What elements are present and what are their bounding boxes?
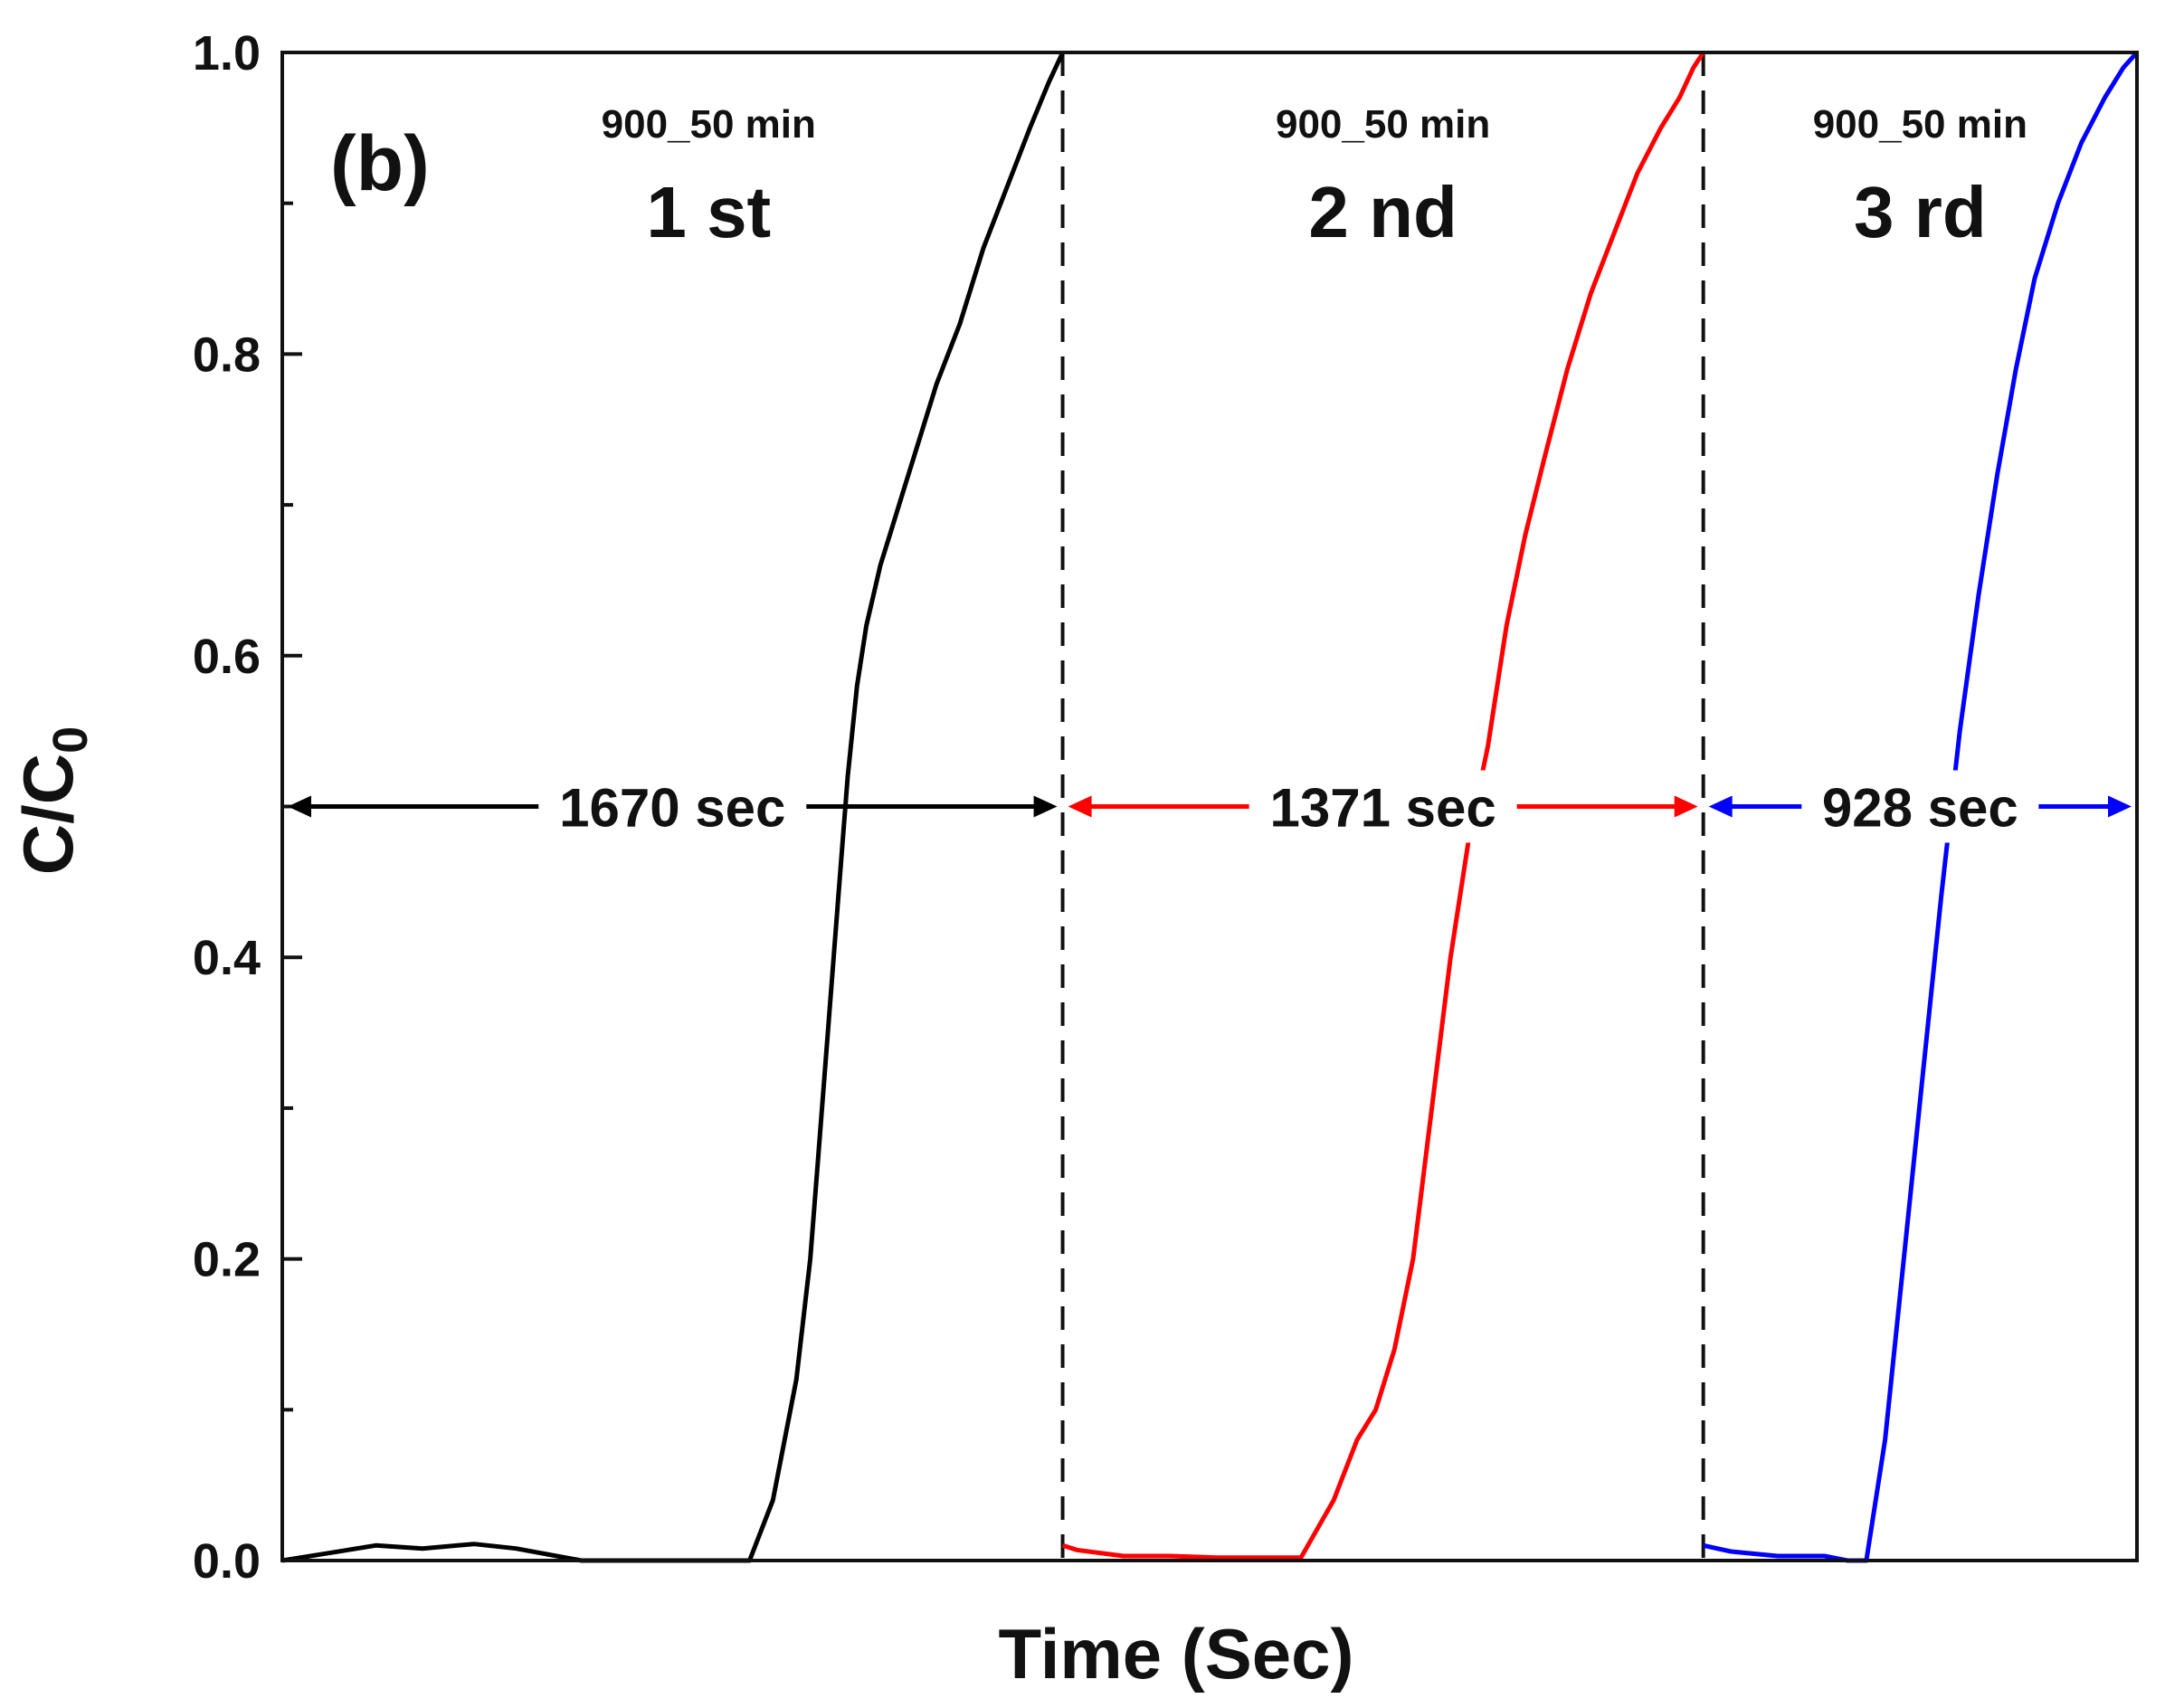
y-tick-label: 0.2 [193,1233,261,1287]
cycle-condition-label: 900_50 min [1813,102,2027,147]
duration-label: 1371 sec [1269,778,1496,839]
duration-arrow-left-head [288,795,311,818]
duration-arrow-right-head [2108,795,2132,818]
cycle-name-label: 1 st [646,172,771,252]
y-axis-title: C/C0 [8,726,98,875]
series-line-1-st [281,51,1065,1563]
y-tick-label: 0.6 [193,630,261,684]
y-axis-title-main: C/C [8,754,88,875]
y-axis-ticks: 0.0 0.2 0.4 0.6 0.8 1.0 [193,26,302,1589]
y-tick-label: 0.0 [193,1534,261,1589]
y-tick-label: 0.8 [193,327,261,382]
y-tick-label: 0.4 [193,931,261,985]
duration-label: 1670 sec [559,778,785,839]
duration-arrows: 1670 sec 1371 sec 928 sec [288,770,2132,843]
duration-label: 928 sec [1822,778,2018,839]
duration-arrow-right-head [1033,795,1058,818]
cycle-labels: 900_50 min 1 st 900_50 min 2 nd 900_50 min 3 … [602,102,2027,252]
y-axis-title-subscript: 0 [43,726,98,754]
duration-label-background [1807,770,2034,843]
duration-label-background [1254,770,1512,843]
x-axis-title: Time (Sec) [998,1614,1353,1694]
duration-arrow-left-head [1068,795,1092,818]
duration-label-background [544,770,802,843]
y-tick-label: 1.0 [193,26,261,81]
cycle-name-label: 2 nd [1308,172,1457,252]
duration-arrow-right-head [1674,795,1698,818]
duration-arrow-left-head [1708,795,1733,818]
cycle-condition-label: 900_50 min [602,102,816,147]
series-line-2-nd [1061,51,1705,1561]
cycle-name-label: 3 rd [1854,172,1987,252]
panel-label: (b) [330,120,430,207]
cycle-condition-label: 900_50 min [1276,102,1490,147]
